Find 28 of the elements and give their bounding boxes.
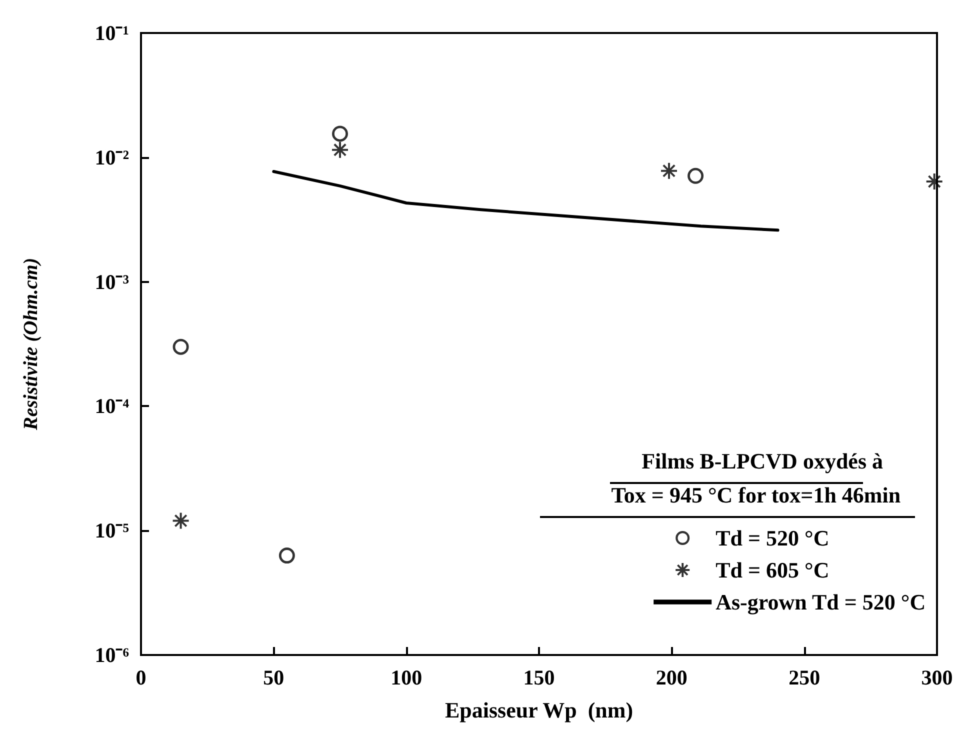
x-tick-label: 150 [523, 666, 555, 690]
line-series [272, 170, 780, 232]
point [278, 548, 295, 564]
point [688, 168, 704, 184]
y-axis-title: Resistivite (Ohm.cm) [20, 258, 42, 432]
x-tick-label: 100 [390, 666, 422, 690]
x-tick-label: 250 [788, 666, 820, 690]
legend-label: Td = 520 °C [716, 526, 830, 550]
legend-title: Films B-LPCVD oxydés à Tox = 945 °C for tox=1h 46min [611, 448, 901, 508]
y-tick-label: 10⁻² [94, 145, 129, 170]
point [331, 140, 349, 159]
point [172, 512, 190, 530]
point [925, 172, 944, 191]
x-tick-label: 50 [263, 666, 284, 690]
x-axis-title: Epaisseur Wp (nm) [444, 698, 634, 722]
x-tick-label: 0 [136, 666, 146, 690]
y-tick-label: 10⁻⁴ [94, 394, 130, 418]
point [660, 162, 678, 180]
x-tick-label: 300 [921, 666, 953, 690]
point [172, 338, 189, 355]
y-tick-label: 10⁻⁵ [94, 518, 129, 543]
y-tick-label: 10⁻³ [94, 270, 129, 294]
y-tick-label: 10⁻⁶ [94, 643, 129, 667]
y-tick-label: 10⁻¹ [94, 21, 129, 45]
point [332, 126, 348, 142]
x-tick-label: 200 [656, 666, 688, 690]
legend-label: Td = 605 °C [716, 558, 830, 582]
legend-label: As-grown Td = 520 °C [716, 590, 926, 614]
